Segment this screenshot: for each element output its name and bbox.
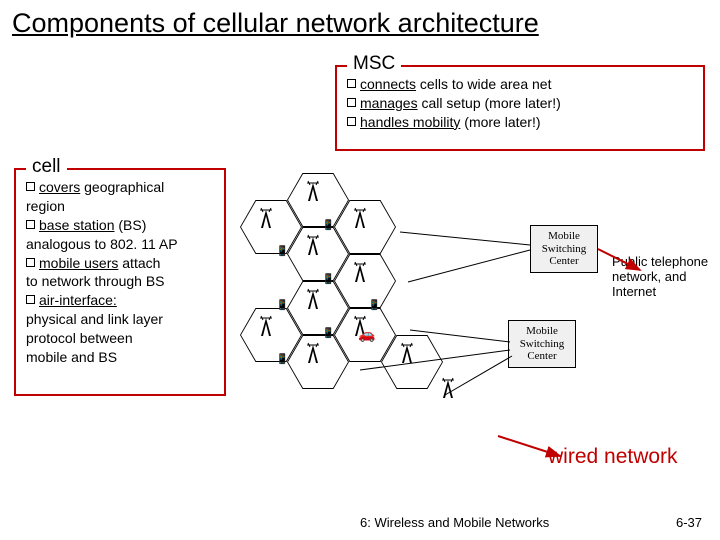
phone-icon: 📱: [322, 220, 334, 231]
phone-icon: 📱: [322, 274, 334, 285]
bullet-icon: [26, 182, 35, 191]
bullet-icon: [347, 98, 356, 107]
msc-bullet: handles mobility (more later!): [347, 113, 693, 132]
cell-legend: cell: [26, 156, 67, 178]
bullet-keyword: mobile users: [39, 255, 118, 271]
cell-bullet: base station (BS): [26, 216, 214, 235]
phone-icon: 📱: [368, 300, 380, 311]
bullet-icon: [347, 79, 356, 88]
car-icon: 🚗: [358, 326, 375, 343]
cell-bullet: to network through BS: [26, 272, 214, 291]
tower-icon: [305, 341, 321, 369]
footer-page: 6-37: [676, 515, 702, 530]
msc-legend: MSC: [347, 53, 401, 75]
phone-icon: 📱: [322, 328, 334, 339]
bullet-icon: [26, 295, 35, 304]
footer-chapter: 6: Wireless and Mobile Networks: [360, 515, 549, 530]
cell-panel: cell covers geographicalregionbase stati…: [14, 168, 226, 396]
bullet-icon: [26, 258, 35, 267]
bullet-icon: [347, 117, 356, 126]
hex-diagram: 📱 📱 📱 📱 📱 📱 📱 🚗: [240, 200, 530, 480]
msc-node: Mobile Switching Center: [530, 225, 598, 273]
cell-bullet: protocol between: [26, 329, 214, 348]
bullet-keyword: covers: [39, 179, 80, 195]
phone-icon: 📱: [276, 246, 288, 257]
slide-title-text: Components of cellular network architect…: [12, 8, 539, 38]
msc-panel: MSC connects cells to wide area netmanag…: [335, 65, 705, 151]
bullet-keyword: base station: [39, 217, 115, 233]
slide-title: Components of cellular network architect…: [12, 8, 708, 39]
msc-node: Mobile Switching Center: [508, 320, 576, 368]
wired-network-label: wired network: [548, 445, 678, 469]
bullet-keyword: air-interface:: [39, 292, 117, 308]
tower-icon: [399, 341, 415, 369]
cell-bullet: covers geographical: [26, 178, 214, 197]
cell-bullets: covers geographicalregionbase station (B…: [26, 178, 214, 367]
bullet-icon: [26, 220, 35, 229]
tower-icon: [305, 287, 321, 315]
cell-bullet: mobile and BS: [26, 348, 214, 367]
cell-bullet: air-interface:: [26, 291, 214, 310]
cell-bullet: analogous to 802. 11 AP: [26, 235, 214, 254]
cell-bullet: region: [26, 197, 214, 216]
tower-icon: [258, 314, 274, 342]
tower-icon: [352, 206, 368, 234]
tower-icon: [258, 206, 274, 234]
bullet-keyword: connects: [360, 76, 416, 92]
tower-icon: [305, 179, 321, 207]
phone-icon: 📱: [276, 354, 288, 365]
cell-bullet: mobile users attach: [26, 254, 214, 273]
phone-icon: 📱: [276, 300, 288, 311]
cell-bullet: physical and link layer: [26, 310, 214, 329]
bullet-keyword: handles mobility: [360, 114, 460, 130]
tower-icon: [352, 260, 368, 288]
msc-bullet: connects cells to wide area net: [347, 75, 693, 94]
tower-icon: [440, 376, 456, 404]
public-network-label: Public telephone network, and Internet: [612, 254, 708, 299]
tower-icon: [305, 233, 321, 261]
msc-bullets: connects cells to wide area netmanages c…: [347, 75, 693, 132]
bullet-keyword: manages: [360, 95, 418, 111]
msc-bullet: manages call setup (more later!): [347, 94, 693, 113]
